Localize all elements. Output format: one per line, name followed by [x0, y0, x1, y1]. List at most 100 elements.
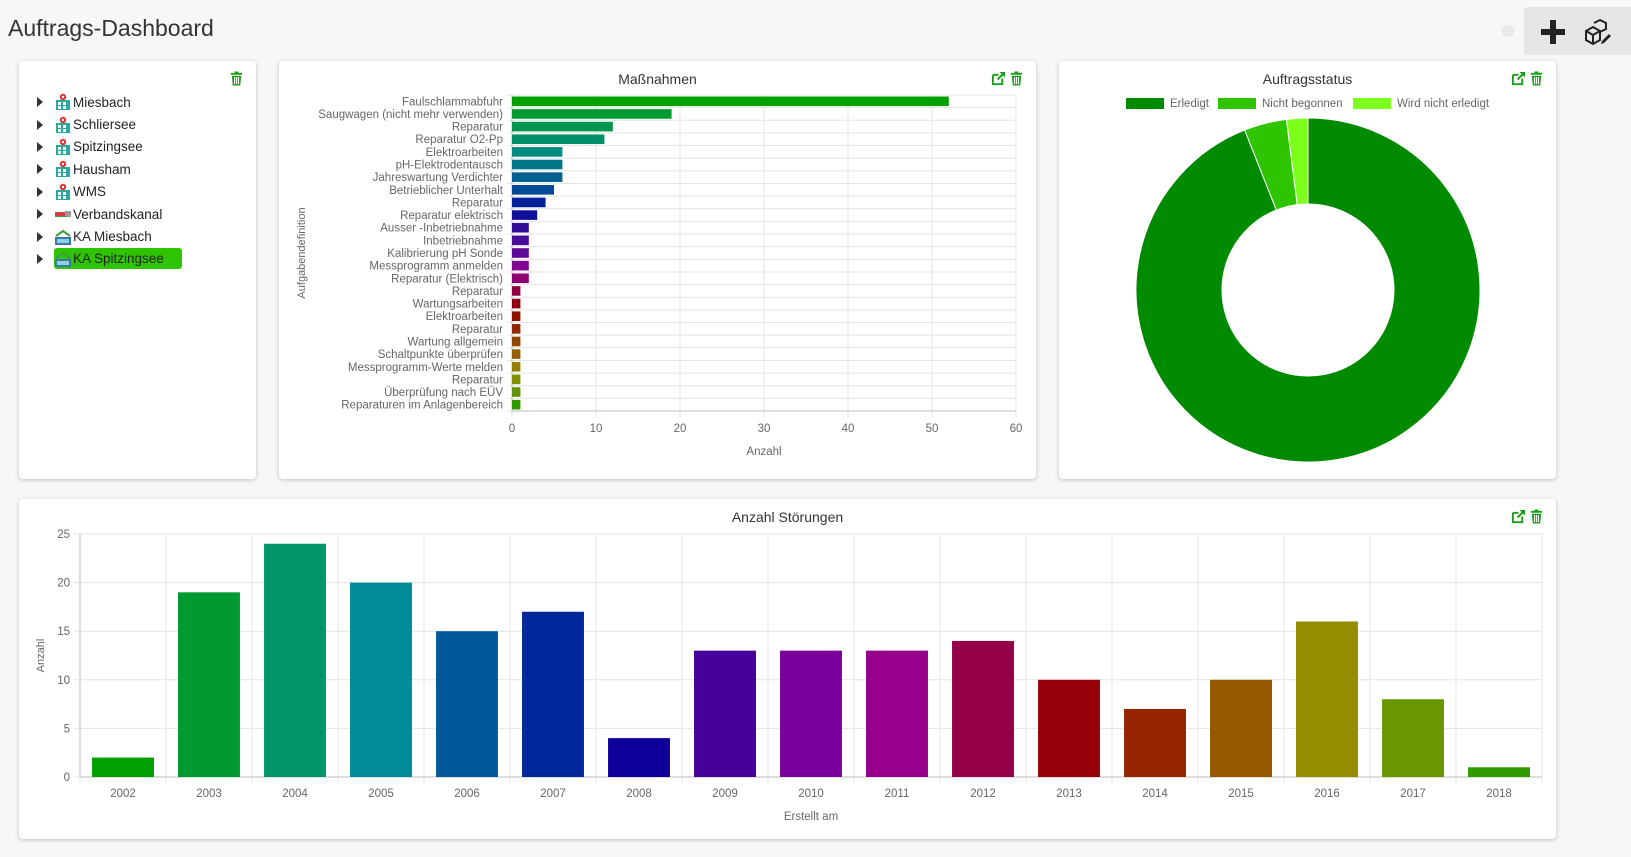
category-label: Elektroarbeiten [426, 147, 503, 159]
tree-item[interactable]: WMS [33, 181, 213, 203]
x-tick-label: 2002 [110, 788, 136, 800]
x-tick-label: 2005 [368, 788, 394, 800]
category-label: Überprüfung nach EÜV [384, 387, 503, 399]
tree-panel-actions [229, 71, 244, 86]
x-tick-label: 10 [590, 423, 603, 435]
pipe-icon [55, 211, 71, 218]
x-tick-label: 50 [926, 423, 939, 435]
massnahmen-title: Maßnahmen [618, 71, 697, 87]
bar [1038, 679, 1100, 777]
x-tick-label: 2006 [454, 788, 480, 800]
add-button[interactable] [1538, 17, 1574, 47]
legend-label: Erledigt [1170, 98, 1210, 110]
tree-item-label: Schliersee [73, 117, 137, 133]
x-tick-label: 2018 [1486, 788, 1512, 800]
external-link-icon[interactable] [1511, 71, 1526, 86]
expand-arrow-icon[interactable] [37, 231, 43, 242]
tree-node[interactable]: KA Miesbach [54, 226, 170, 247]
category-label: Jahreswartung Verdichter [373, 172, 504, 184]
tree-item[interactable]: Spitzingsee [33, 136, 213, 158]
auftragsstatus-actions [1511, 71, 1544, 86]
tree-item[interactable]: KA Spitzingsee [33, 248, 213, 270]
tree-panel: Miesbach Schliersee Spitzingsee Hausham WMS V… [19, 61, 256, 479]
bar [512, 374, 521, 385]
bar [512, 324, 521, 334]
tree-item-label: KA Miesbach [73, 229, 152, 245]
trash-icon[interactable] [1009, 71, 1024, 86]
plant-icon [56, 183, 70, 200]
auftragsstatus-title: Auftragsstatus [1262, 71, 1353, 87]
expand-arrow-icon[interactable] [37, 164, 43, 175]
bar [694, 650, 756, 777]
legend-swatch [1126, 98, 1164, 109]
trash-icon[interactable] [1529, 71, 1544, 86]
x-tick-label: 30 [758, 423, 771, 435]
category-label: Reparatur [452, 324, 503, 336]
doughnut-slice [1285, 117, 1309, 206]
x-tick-label: 20 [674, 423, 687, 435]
category-label: Schaltpunkte überprüfen [378, 349, 503, 361]
category-label: Reparatur elektrisch [400, 210, 503, 222]
expand-arrow-icon[interactable] [37, 209, 43, 220]
expand-arrow-icon[interactable] [37, 186, 43, 197]
y-axis-label: Aufgabendefinition [296, 207, 308, 298]
y-tick-label: 20 [57, 578, 70, 590]
x-tick-label: 2009 [712, 788, 738, 800]
bar [512, 197, 546, 208]
category-label: Reparatur [452, 374, 503, 386]
category-label: Inbetriebnahme [423, 235, 503, 247]
bar [512, 121, 613, 132]
category-label: Reparatur [452, 286, 503, 298]
page-title: Auftrags-Dashboard [8, 15, 214, 41]
bar [522, 611, 584, 777]
expand-arrow-icon[interactable] [37, 141, 43, 152]
y-tick-label: 25 [57, 529, 70, 541]
category-label: Betrieblicher Unterhalt [389, 185, 504, 197]
category-label: Messprogramm-Werte melden [348, 362, 503, 374]
edit-widgets-button[interactable] [1582, 17, 1618, 47]
tree-item[interactable]: KA Miesbach [33, 225, 213, 247]
tree-node[interactable]: Miesbach [54, 92, 149, 113]
tree-node[interactable]: WMS [54, 181, 124, 202]
expand-arrow-icon[interactable] [37, 119, 43, 130]
bar [512, 210, 538, 220]
tree-item[interactable]: Miesbach [33, 91, 213, 113]
bar [512, 387, 521, 397]
bar [512, 349, 521, 359]
tree-item[interactable]: Schliersee [33, 113, 213, 135]
trash-icon[interactable] [229, 71, 244, 86]
tree-item-label: Spitzingsee [73, 139, 143, 155]
category-label: Ausser -Inbetriebnahme [380, 223, 503, 235]
bar [512, 273, 529, 284]
bar [512, 311, 521, 322]
category-label: pH-Elektrodentausch [396, 160, 503, 172]
x-axis-label: Erstellt am [784, 811, 838, 823]
tree-node[interactable]: Verbandskanal [54, 204, 180, 225]
bar [512, 336, 521, 347]
bar [512, 172, 563, 182]
category-label: Wartung allgemein [408, 336, 503, 348]
expand-arrow-icon[interactable] [37, 253, 43, 264]
tree-item[interactable]: Hausham [33, 158, 213, 180]
tree-node[interactable]: Schliersee [54, 114, 154, 135]
tree-item[interactable]: Verbandskanal [33, 203, 213, 225]
bar [512, 134, 605, 145]
category-label: Reparatur [452, 197, 503, 209]
external-link-icon[interactable] [991, 71, 1006, 86]
expand-arrow-icon[interactable] [37, 97, 43, 108]
category-label: Reparatur O2-Pp [415, 134, 503, 146]
plant-icon [56, 161, 70, 178]
plus-icon [1541, 20, 1565, 44]
x-tick-label: 2003 [196, 788, 222, 800]
tree-node[interactable]: KA Spitzingsee [54, 248, 182, 270]
legend-swatch [1353, 98, 1391, 109]
tree-item-label: WMS [73, 184, 106, 200]
category-label: Reparatur (Elektrisch) [391, 273, 503, 285]
bar [1210, 679, 1272, 777]
stoerungen-panel: Anzahl Störungen 0 5 10 15 20 25 2002 2003 2004 2… [19, 499, 1556, 839]
x-tick-label: 2008 [626, 788, 652, 800]
external-link-icon[interactable] [1511, 509, 1526, 524]
tree-node[interactable]: Hausham [54, 159, 149, 180]
trash-icon[interactable] [1529, 509, 1544, 524]
tree-node[interactable]: Spitzingsee [54, 136, 161, 157]
